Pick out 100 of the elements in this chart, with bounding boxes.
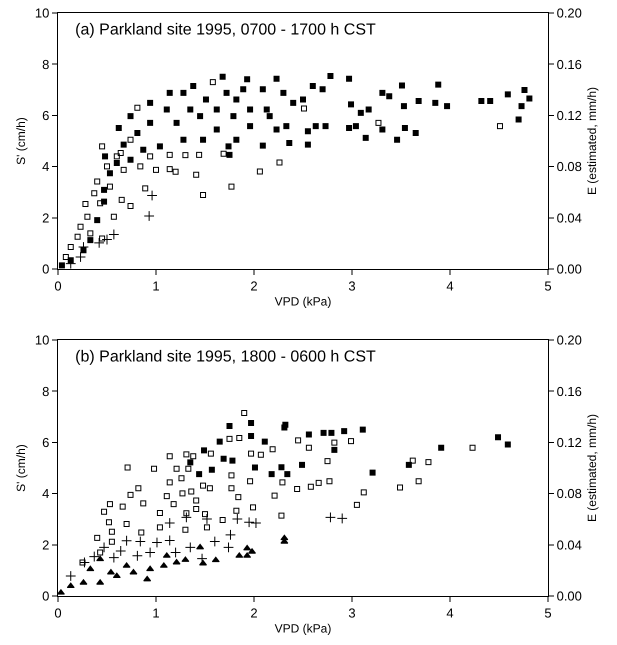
y-tick-label: 6 (42, 434, 50, 450)
point (268, 471, 275, 478)
point (166, 152, 173, 158)
point (248, 433, 254, 439)
point (143, 576, 152, 582)
point (341, 428, 348, 434)
point (300, 105, 307, 112)
point (120, 166, 127, 173)
point (115, 546, 126, 556)
point (243, 544, 252, 550)
y-tick-label: 2 (42, 537, 50, 552)
text: (a) Parkland site 1995, 0700 - 1700 h CST (75, 21, 376, 38)
point (250, 518, 262, 528)
point (164, 535, 176, 546)
point (276, 160, 282, 166)
x-tick-label: 1 (152, 606, 160, 621)
y2-tick-label: 0.08 (556, 159, 582, 174)
point (199, 560, 207, 566)
point (325, 512, 336, 523)
point (96, 579, 104, 585)
point (284, 471, 290, 478)
point (202, 514, 212, 524)
y2-tick-label: 0.00 (556, 588, 582, 604)
point (104, 163, 110, 170)
point (160, 562, 168, 568)
point (106, 568, 115, 574)
y2-axis-title: E (estimated, mm/h) (584, 86, 599, 196)
point (182, 152, 188, 158)
point (87, 230, 94, 236)
point (153, 166, 159, 173)
point (99, 143, 106, 150)
point (128, 136, 134, 143)
point (196, 471, 202, 478)
point (88, 551, 100, 562)
point (75, 252, 86, 262)
point (256, 168, 263, 174)
point (78, 224, 84, 230)
point (152, 537, 162, 548)
point (110, 214, 117, 220)
x-tick-label: 3 (348, 278, 356, 294)
point (164, 518, 176, 528)
y2-tick-label: 0.20 (556, 6, 582, 21)
point (118, 150, 124, 156)
x-tick-label: 4 (446, 606, 454, 621)
point (232, 514, 243, 524)
point (223, 542, 234, 553)
point (331, 446, 338, 453)
y2-axis-title: E (estimated, mm/h) (584, 414, 599, 522)
y-tick-label: 0 (42, 588, 50, 604)
point (132, 550, 143, 562)
point (226, 423, 232, 430)
y-tick-label: 8 (42, 384, 50, 399)
point (98, 542, 110, 553)
point (134, 536, 146, 547)
point (495, 434, 502, 440)
point (97, 200, 104, 206)
point (375, 120, 382, 126)
y2-tick-label: 0.12 (556, 108, 582, 123)
y2-tick-label: 0.16 (556, 56, 582, 72)
point (229, 458, 236, 464)
point (146, 566, 154, 572)
y2-tick-label: 0.08 (556, 486, 582, 502)
x-axis-title: VPD (kPa) (274, 622, 332, 636)
point (102, 234, 112, 245)
point (244, 516, 254, 528)
y2-tick-label: 0.16 (556, 384, 582, 399)
point (108, 229, 120, 240)
point (144, 210, 155, 222)
x-axis-title: VPD (kPa) (274, 294, 332, 308)
y2-tick-label: 0.04 (556, 210, 582, 226)
point (212, 556, 220, 562)
point (328, 430, 334, 436)
point (112, 572, 121, 578)
text: (b) Parkland site 1995, 1800 - 0600 h CST (75, 348, 376, 366)
point (278, 464, 284, 470)
point (220, 150, 227, 157)
point (137, 163, 144, 170)
point (262, 438, 268, 445)
x-tick-label: 2 (250, 278, 258, 294)
point (243, 552, 252, 558)
point (193, 172, 200, 178)
point (438, 444, 444, 451)
point (209, 536, 220, 547)
point (216, 438, 223, 445)
point (201, 447, 208, 454)
point (196, 544, 204, 550)
point (114, 153, 120, 160)
y2-tick-label: 0.00 (556, 262, 582, 277)
point (208, 466, 215, 473)
y-tick-label: 8 (42, 56, 50, 72)
point (80, 579, 88, 585)
point (320, 430, 327, 436)
point (96, 556, 104, 562)
point (99, 236, 106, 242)
point (144, 547, 156, 558)
point (147, 153, 154, 160)
point (336, 513, 348, 524)
point (128, 203, 134, 210)
point (94, 237, 105, 248)
y-tick-label: 10 (34, 6, 50, 21)
